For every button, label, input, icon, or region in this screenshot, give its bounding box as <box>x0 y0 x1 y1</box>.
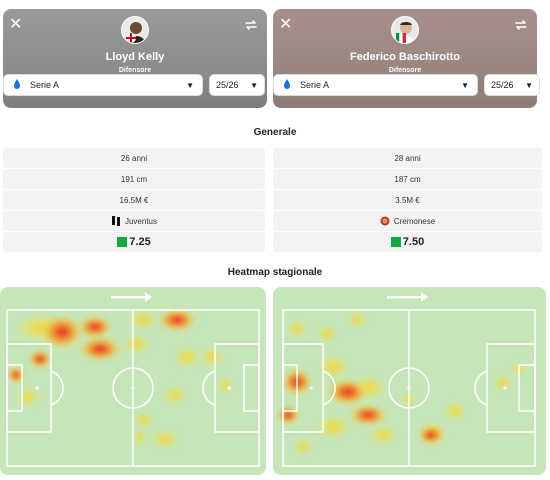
player-name: Federico Baschirotto <box>349 51 461 63</box>
stat-age-right: 28 anni <box>273 148 542 168</box>
cremonese-logo-icon <box>380 216 390 226</box>
avatar <box>391 16 419 44</box>
player-role: Difensore <box>118 67 152 74</box>
chevron-down-icon: ▼ <box>525 80 533 90</box>
heat-blobs <box>7 308 233 449</box>
league-label: Serie A <box>300 80 330 90</box>
avatar <box>121 16 149 44</box>
stat-value-right: 3.5M € <box>273 190 542 210</box>
season-select-right[interactable]: 25/26 ▼ <box>484 74 540 96</box>
chevron-down-icon: ▼ <box>186 80 194 90</box>
season-label: 25/26 <box>491 80 514 90</box>
club-name: Juventus <box>124 216 158 226</box>
stat-height-left: 191 cm <box>3 169 265 189</box>
club-name: Cremonese <box>393 216 436 226</box>
heatmap-left <box>0 287 266 475</box>
close-icon[interactable]: ✕ <box>9 16 23 33</box>
stat-rating-right: 7.50 <box>273 232 542 252</box>
league-select-left[interactable]: Serie A ▼ <box>3 74 203 96</box>
close-icon[interactable]: ✕ <box>279 16 293 33</box>
swap-icon[interactable] <box>243 17 259 33</box>
rating-value: 7.25 <box>129 236 151 248</box>
serie-a-icon <box>14 79 20 89</box>
chevron-down-icon: ▼ <box>250 80 258 90</box>
chevron-down-icon: ▼ <box>461 80 469 90</box>
rating-badge-icon <box>390 237 401 247</box>
stat-height-right: 187 cm <box>273 169 542 189</box>
section-title-general: Generale <box>253 127 297 138</box>
stat-club-right: Cremonese <box>273 211 542 231</box>
stat-rating-left: 7.25 <box>3 232 265 252</box>
section-title-heatmap: Heatmap stagionale <box>227 267 323 278</box>
juventus-logo-icon <box>111 216 120 226</box>
italy-flag-icon <box>396 33 406 43</box>
heat-blobs <box>276 312 527 455</box>
heatmap-right <box>273 287 546 475</box>
season-label: 25/26 <box>216 80 239 90</box>
serie-a-icon <box>284 79 290 89</box>
rating-badge-icon <box>117 237 128 247</box>
attack-direction-arrow-icon <box>387 292 428 302</box>
stat-club-left: Juventus <box>3 211 265 231</box>
pitch-lines <box>282 309 536 467</box>
league-select-right[interactable]: Serie A ▼ <box>273 74 478 96</box>
league-label: Serie A <box>30 80 60 90</box>
stat-age-left: 26 anni <box>3 148 265 168</box>
player-name: Lloyd Kelly <box>105 51 165 63</box>
attack-direction-arrow-icon <box>111 292 152 302</box>
england-flag-icon <box>126 33 136 43</box>
season-select-left[interactable]: 25/26 ▼ <box>209 74 265 96</box>
player-role: Difensore <box>388 67 422 74</box>
swap-icon[interactable] <box>513 17 529 33</box>
rating-value: 7.50 <box>402 236 425 248</box>
stat-value-left: 16.5M € <box>3 190 265 210</box>
